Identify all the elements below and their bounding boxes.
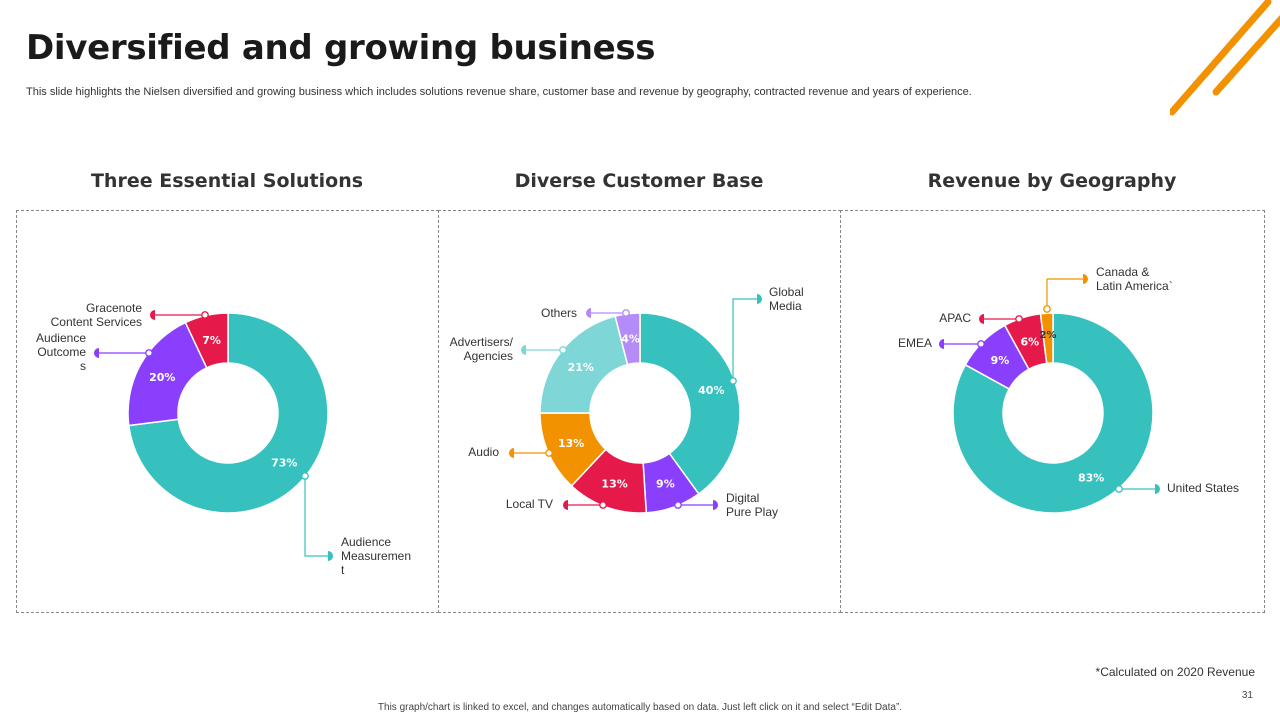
donut-slice-gracenote-content-services — [184, 312, 229, 369]
callout-marker-others — [586, 308, 591, 318]
category-label-emea: EMEA — [898, 336, 932, 350]
donut-slice-audience-outcomes — [127, 321, 208, 427]
callout-marker-canada-latin-america — [1083, 274, 1088, 284]
donut-chart-solutions: 73% Audience Measuremen t 20% Audience Outcome… — [36, 301, 411, 577]
category-label-apac: APAC — [939, 311, 971, 325]
accent-stripes-decoration — [1170, 0, 1280, 116]
callout-line-canada-latin-america — [1046, 278, 1083, 309]
slide-subtitle: This slide highlights the Nielsen divers… — [26, 86, 972, 98]
page-number: 31 — [1241, 690, 1253, 701]
callout-dot-others — [622, 309, 630, 317]
callout-dot-united-states — [1115, 485, 1123, 493]
category-label-audio: Audio — [468, 445, 499, 459]
data-label-audience-outcomes: 20% — [149, 371, 175, 384]
category-label-audience-measurement: Audience Measuremen t — [341, 535, 411, 577]
callout-dot-audience-outcomes — [145, 349, 153, 357]
category-label-others: Others — [541, 306, 577, 320]
callout-marker-gracenote-content-services — [150, 310, 155, 320]
category-label-united-states: United States — [1167, 481, 1239, 495]
callout-dot-apac — [1015, 315, 1023, 323]
callout-line-global-media — [732, 298, 757, 381]
callout-dot-emea — [977, 340, 985, 348]
donut-slice-audience-measurement — [127, 312, 329, 514]
data-label-apac: 6% — [1020, 336, 1039, 349]
data-label-united-states: 83% — [1078, 472, 1104, 485]
category-label-gracenote-content-services: Gracenote Content Services — [51, 301, 143, 329]
callout-dot-advertisers-agencies — [559, 346, 567, 354]
data-label-digital-pure-play: 9% — [656, 478, 675, 491]
chart-panel-geography: 83% United States 9% EMEA 6% APAC 2% Canada & La… — [840, 210, 1265, 613]
callout-marker-advertisers-agencies — [521, 345, 526, 355]
data-label-emea: 9% — [991, 354, 1010, 367]
chart-title-solutions: Three Essential Solutions — [90, 170, 364, 192]
callout-marker-digital-pure-play — [713, 500, 718, 510]
data-label-advertisers-agencies: 21% — [568, 361, 594, 374]
callout-dot-audio — [545, 449, 553, 457]
chart-title-customer-base: Diverse Customer Base — [514, 170, 764, 192]
callout-marker-audience-outcomes — [94, 348, 99, 358]
callout-marker-audience-measurement — [328, 551, 333, 561]
category-label-canada-latin-america: Canada & Latin America` — [1096, 265, 1173, 293]
donut-slice-united-states — [952, 312, 1154, 514]
callout-marker-local-tv — [563, 500, 568, 510]
chart-panel-customer-base: 40% Global Media 9% Digital Pure Play 13% Local… — [438, 210, 841, 613]
donut-chart-geography: 83% United States 9% EMEA 6% APAC 2% Canada & La… — [898, 265, 1239, 514]
data-label-canada-latin-america: 2% — [1040, 330, 1057, 341]
callout-marker-global-media — [757, 294, 762, 304]
callout-marker-apac — [979, 314, 984, 324]
donut-chart-customer-base: 40% Global Media 9% Digital Pure Play 13% Local… — [450, 285, 804, 519]
callout-line-audience-measurement — [304, 476, 328, 557]
callout-marker-united-states — [1155, 484, 1160, 494]
chart-panel-solutions: 73% Audience Measuremen t 20% Audience Outcome… — [16, 210, 439, 613]
category-label-advertisers-agencies: Advertisers/Agencies — [450, 335, 514, 363]
callout-dot-global-media — [729, 377, 737, 385]
chart-title-geography: Revenue by Geography — [927, 170, 1177, 192]
data-label-others: 4% — [621, 333, 640, 346]
data-label-global-media: 40% — [698, 384, 724, 397]
revenue-footnote: *Calculated on 2020 Revenue — [1095, 665, 1255, 679]
category-label-digital-pure-play: Digital Pure Play — [726, 491, 778, 519]
slide-title: Diversified and growing business — [26, 28, 656, 68]
category-label-global-media: Global Media — [769, 285, 804, 313]
data-label-audio: 13% — [558, 437, 584, 450]
callout-dot-digital-pure-play — [674, 501, 682, 509]
callout-marker-audio — [509, 448, 514, 458]
callout-dot-gracenote-content-services — [201, 311, 209, 319]
data-label-gracenote-content-services: 7% — [202, 334, 221, 347]
callout-dot-local-tv — [599, 501, 607, 509]
category-label-audience-outcomes: Audience Outcome s — [36, 331, 86, 373]
donut-slice-canada-latin-america — [1039, 312, 1054, 365]
callout-marker-emea — [939, 339, 944, 349]
edit-data-note: This graph/chart is linked to excel, and… — [377, 702, 903, 713]
donut-slice-global-media — [639, 312, 741, 495]
category-label-local-tv: Local TV — [506, 497, 553, 511]
data-label-local-tv: 13% — [601, 478, 627, 491]
data-label-audience-measurement: 73% — [271, 457, 297, 470]
callout-dot-audience-measurement — [301, 472, 309, 480]
callout-dot-canada-latin-america — [1043, 305, 1051, 313]
